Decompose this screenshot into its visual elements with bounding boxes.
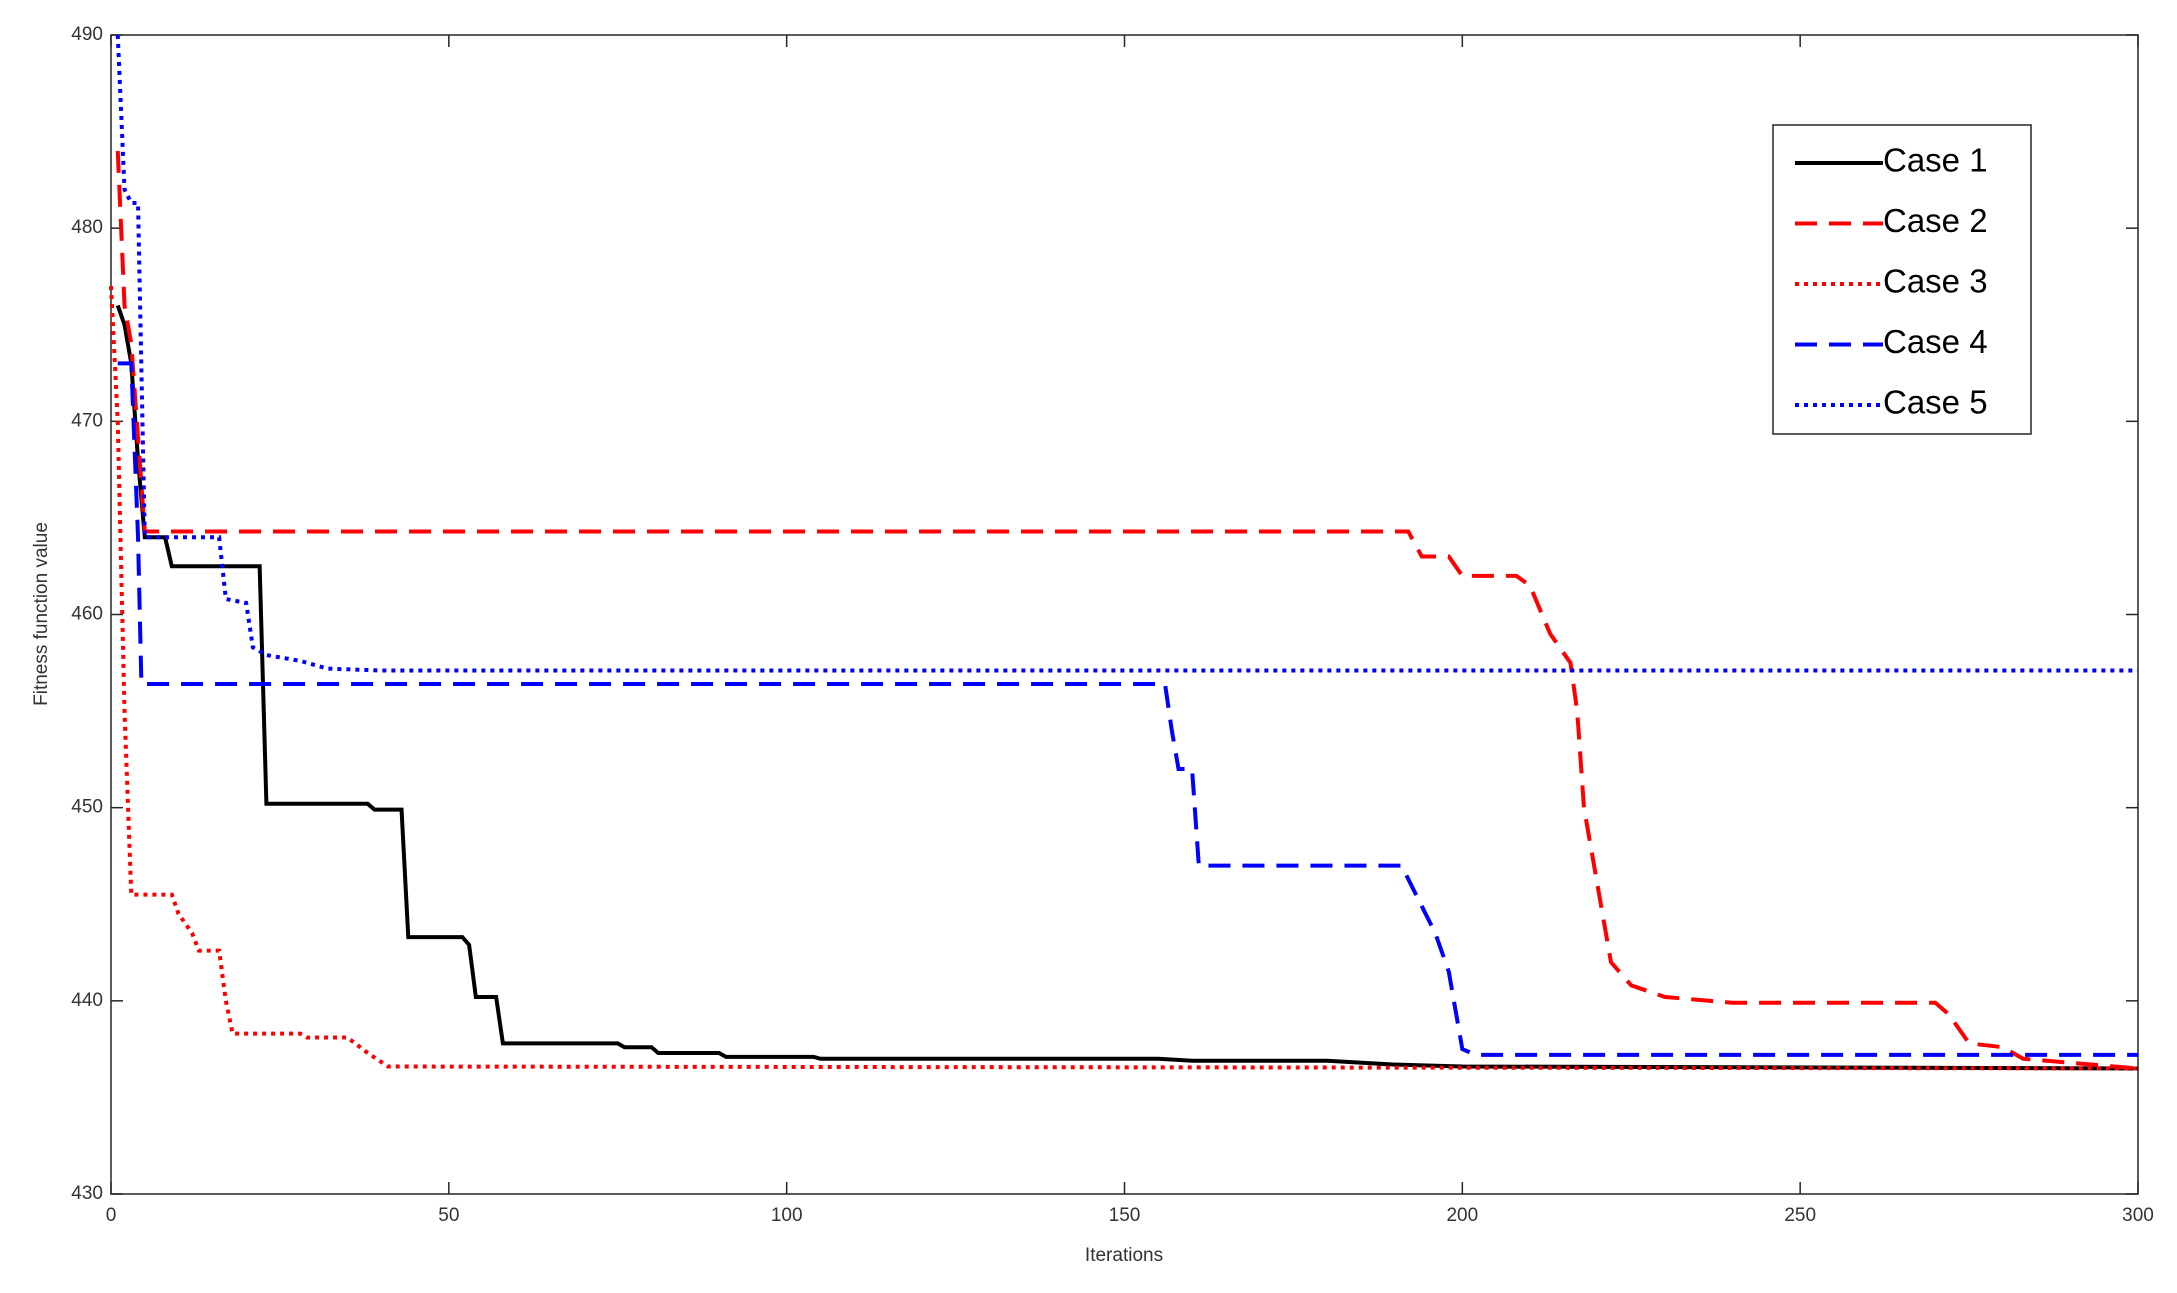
y-axis-label: Fitness function value — [31, 522, 52, 706]
x-tick-label: 150 — [1109, 1205, 1141, 1226]
legend-box — [1772, 124, 2032, 435]
y-tick-label: 480 — [71, 217, 103, 238]
legend-label: Case 3 — [1883, 263, 1988, 300]
legend-label: Case 2 — [1883, 202, 1988, 239]
y-tick-label: 440 — [71, 990, 103, 1011]
series-line — [115, 34, 2138, 673]
y-tick-label: 460 — [71, 604, 103, 625]
y-tick-label: 430 — [71, 1183, 103, 1204]
legend-label: Case 5 — [1883, 384, 1988, 421]
series-line — [109, 286, 2139, 1071]
x-tick-label: 250 — [1784, 1205, 1816, 1226]
x-tick-label: 100 — [771, 1205, 803, 1226]
legend-label: Case 1 — [1883, 142, 1988, 179]
legend: Case 1 Case 2 Case 3 Case 4 Case 5 — [1772, 124, 2032, 435]
y-tick-label: 490 — [71, 24, 103, 45]
series-line — [115, 304, 2139, 1071]
series-line — [117, 361, 2138, 1057]
x-tick-label: 200 — [1446, 1205, 1478, 1226]
x-tick-label: 50 — [438, 1205, 459, 1226]
x-axis-label: Iterations — [1085, 1245, 1163, 1266]
x-tick-label: 300 — [2122, 1205, 2154, 1226]
x-tick-label: 0 — [106, 1205, 117, 1226]
y-tick-label: 450 — [71, 797, 103, 818]
series-line — [115, 150, 2139, 1071]
legend-label: Case 4 — [1883, 323, 1988, 360]
y-tick-label: 470 — [71, 410, 103, 431]
